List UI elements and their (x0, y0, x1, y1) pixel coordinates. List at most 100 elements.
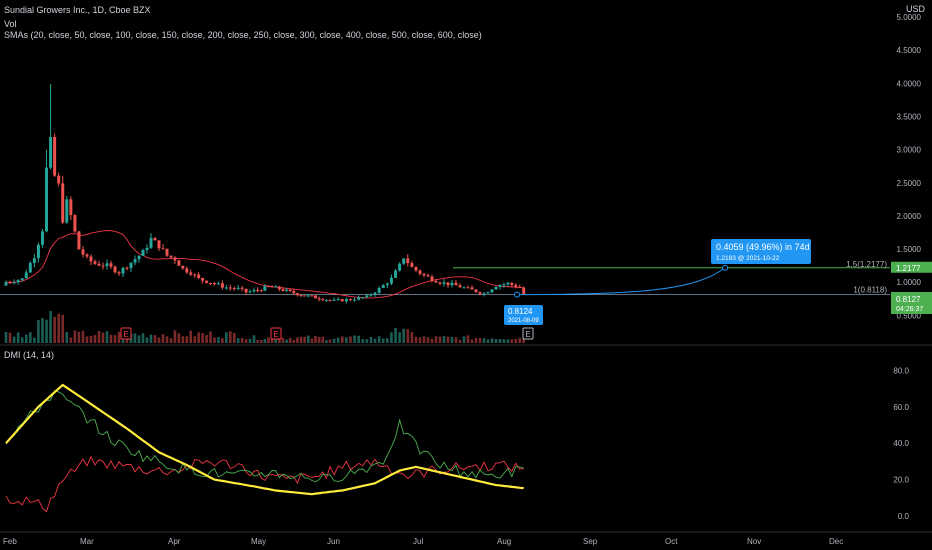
candle-body (81, 249, 85, 255)
candle-body (61, 183, 65, 223)
volume-bar (365, 339, 369, 343)
volume-bar (4, 331, 8, 343)
volume-bar (240, 338, 244, 343)
time-tick-label: Apr (168, 537, 181, 546)
candle-body (45, 167, 49, 232)
candle-body (410, 263, 414, 268)
volume-bar (394, 327, 397, 343)
dmi-axis: 80.0 60.0 40.0 20.0 0.0 (893, 366, 909, 521)
candle-body (109, 263, 113, 267)
candle-body (466, 287, 470, 289)
candle-body (486, 292, 490, 294)
volume-bar (458, 339, 462, 343)
candle-body (336, 299, 340, 301)
volume-bar (482, 338, 486, 343)
volume-bar (12, 336, 16, 343)
candle-body (73, 215, 77, 232)
time-axis: Feb Mar Apr May Jun Jul Aug Sep Oct Nov Dec (3, 537, 843, 546)
price-tick-label: 4.0000 (897, 79, 922, 88)
projection-tooltip-sub: 1.2183 @ 2021-10-22 (716, 255, 780, 262)
volume-bar (502, 339, 506, 343)
candle-body (365, 295, 369, 298)
time-tick-label: Jun (327, 537, 340, 546)
price-axis: 5.0000 4.5000 4.0000 3.5000 3.0000 2.5000 2.00… (897, 13, 922, 320)
earnings-marker-label: E (273, 330, 278, 339)
time-tick-label: Oct (665, 537, 678, 546)
volume-bar (285, 339, 288, 343)
candle-body (57, 175, 61, 184)
volume-bar (221, 338, 224, 343)
volume-bar (105, 331, 109, 343)
earnings-marker[interactable]: E (120, 327, 132, 340)
volume-bar (225, 332, 228, 343)
volume-bar (361, 339, 365, 343)
volume-bar (402, 328, 406, 343)
candle-body (93, 261, 97, 264)
earnings-marker-box (270, 327, 282, 340)
cursor-tooltip-date: 2021-08-09 (508, 318, 539, 324)
candle-body (137, 255, 141, 260)
volume-bar (438, 336, 442, 343)
volume-bar (37, 320, 40, 343)
candle-body (430, 276, 434, 281)
candle-body (306, 295, 310, 297)
candle-body (16, 280, 20, 283)
time-tick-label: Aug (497, 537, 511, 546)
volume-bar (197, 332, 200, 343)
candle-body (406, 258, 410, 264)
candle-body (129, 262, 133, 269)
volume-bar (157, 337, 161, 343)
candle-body (285, 289, 289, 291)
earnings-marker-label: E (123, 330, 128, 339)
projection-start-point[interactable] (514, 291, 520, 298)
projection-end-point[interactable] (722, 264, 728, 271)
volume-bar (77, 331, 81, 343)
earnings-marker[interactable]: E (270, 327, 282, 340)
candle-body (470, 287, 474, 290)
currency-label: USD (906, 4, 926, 14)
volume-bar (490, 338, 494, 343)
volume-bar (57, 313, 60, 343)
candle-body (454, 282, 458, 286)
fib-extension: 1.5(1.2177) 1(0.8118) (0, 260, 890, 296)
volume-bar (141, 333, 145, 343)
volume-bar (373, 338, 377, 343)
candle-body (381, 285, 385, 288)
candle-body (506, 282, 510, 285)
candle-body (328, 299, 332, 301)
plus-di-line (5, 390, 524, 483)
fib-price-badge-text: 1.2177 (896, 264, 921, 273)
last-price-countdown: 04:26:37 (896, 306, 923, 313)
candle-body (256, 289, 260, 291)
candle-body (263, 286, 267, 291)
time-tick-label: Feb (3, 537, 17, 546)
volume-bar (133, 333, 137, 343)
earnings-marker[interactable]: E (522, 327, 534, 340)
volume-bar (353, 335, 356, 343)
candle-body (494, 286, 498, 290)
candle-body (377, 287, 381, 293)
last-price-badge-box (891, 292, 932, 314)
candle-body (522, 287, 526, 295)
candle-body (193, 274, 197, 276)
candle-body (12, 282, 16, 284)
candle-body (373, 292, 377, 295)
candle-body (36, 244, 40, 259)
candle-body (299, 295, 303, 297)
dmi-tick-label: 80.0 (893, 366, 909, 375)
candle-body (259, 290, 263, 292)
candle-body (295, 293, 299, 296)
candle-body (181, 265, 185, 269)
volume-bar (93, 335, 97, 343)
candle-body (24, 272, 28, 279)
volume-bar (185, 336, 189, 343)
volume-bar (8, 332, 12, 343)
volume-bar (213, 337, 216, 343)
volume-bar (33, 337, 36, 343)
candle-body (212, 283, 216, 285)
volume-bar (430, 338, 434, 343)
dmi-tick-label: 60.0 (893, 403, 909, 412)
price-tick-label: 1.5000 (897, 245, 922, 254)
candle-body (394, 270, 398, 278)
